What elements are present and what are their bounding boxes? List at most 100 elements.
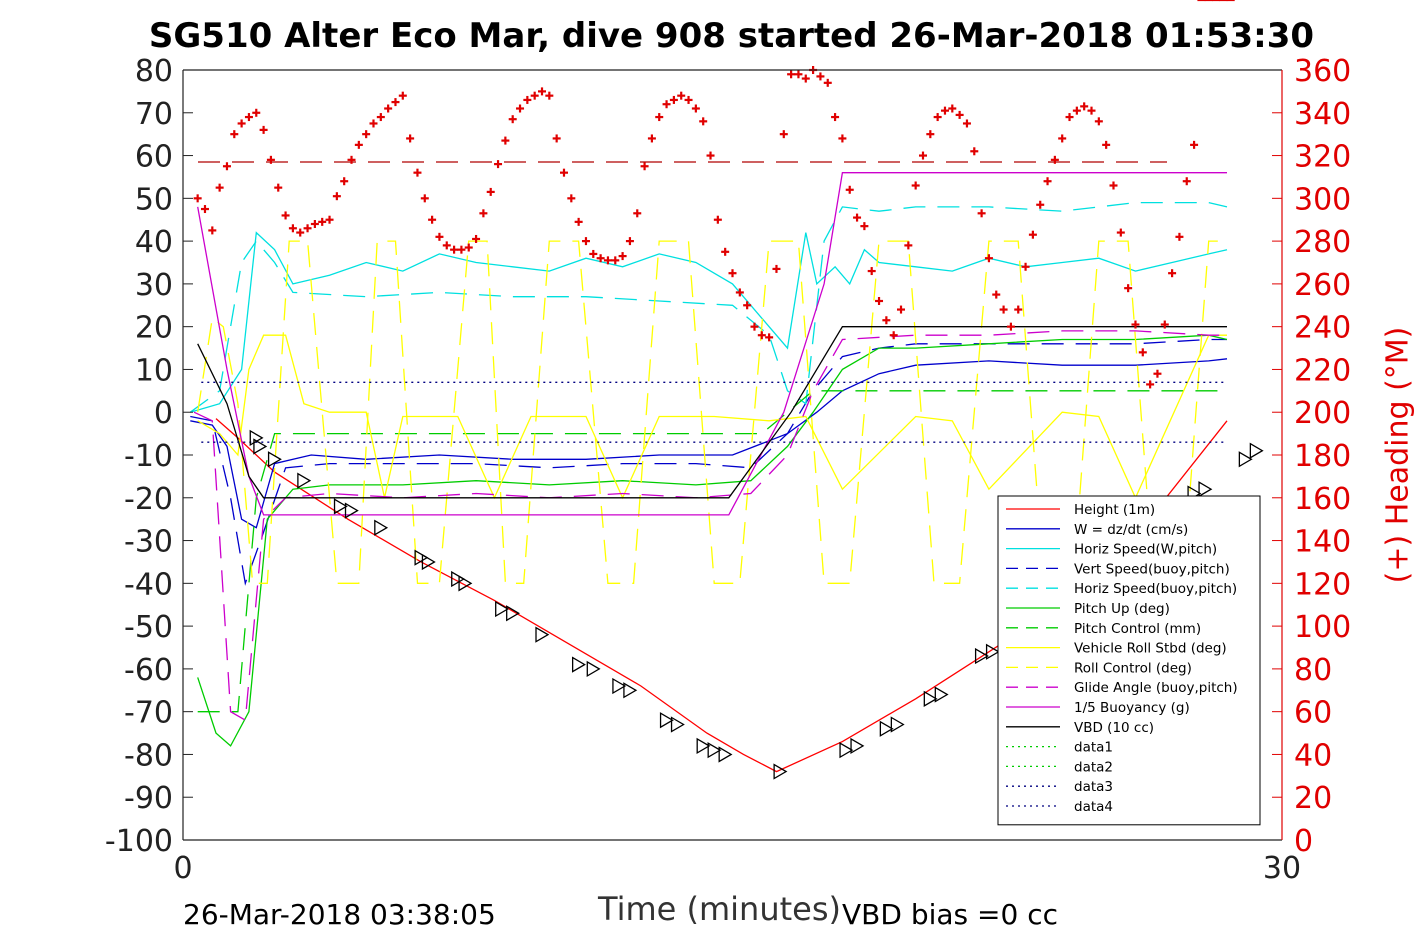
heading-point — [332, 192, 341, 201]
heading-point — [420, 194, 429, 203]
right-axis-label: (+) Heading (°M) — [1380, 326, 1416, 584]
heading-point — [208, 226, 217, 235]
heading-point — [457, 245, 466, 254]
heading-point — [721, 247, 730, 256]
chart-title: SG510 Alter Eco Mar, dive 908 started 26… — [148, 16, 1315, 56]
heading-point — [266, 155, 275, 164]
heading-point — [860, 222, 869, 231]
x-tick-label: 0 — [173, 851, 192, 886]
heading-point — [1087, 106, 1096, 115]
legend-label: data4 — [1074, 799, 1113, 815]
heading-point — [545, 91, 554, 100]
depth-marker — [670, 716, 685, 733]
legend-label: Vehicle Roll Stbd (deg) — [1074, 641, 1227, 657]
heading-point — [787, 70, 796, 79]
heading-point — [794, 70, 803, 79]
depth-marker — [850, 737, 865, 755]
heading-point — [1102, 140, 1111, 149]
heading-point — [831, 113, 840, 122]
heading-point — [354, 140, 363, 149]
right-tick-label: 140 — [1294, 525, 1351, 560]
depth-marker — [253, 438, 268, 455]
heading-point — [1050, 155, 1059, 164]
heading-point — [1138, 348, 1147, 357]
heading-point — [472, 234, 481, 243]
depth-marker — [612, 677, 627, 695]
heading-point — [538, 87, 547, 96]
heading-point — [977, 209, 986, 218]
depth-marker — [267, 451, 282, 468]
heading-point — [479, 209, 488, 218]
depth-marker — [707, 742, 722, 759]
heading-point — [933, 113, 942, 122]
heading-point — [362, 130, 371, 139]
heading-point — [369, 119, 378, 128]
left-tick-label: 80 — [135, 54, 173, 89]
series-line-4 — [189, 201, 1228, 413]
left-tick-label: -50 — [124, 610, 173, 645]
heading-point — [955, 110, 964, 119]
right-tick-label: 40 — [1294, 738, 1332, 773]
legend-label: Vert Speed(buoy,pitch) — [1074, 561, 1230, 577]
x-axis-label: Time (minutes) — [598, 890, 841, 928]
heading-point — [970, 147, 979, 156]
depth-marker — [458, 575, 473, 592]
left-tick-label: 30 — [135, 268, 173, 303]
heading-point — [625, 237, 634, 246]
series-line-8 — [197, 240, 1227, 584]
heading-point — [984, 254, 993, 263]
heading-point — [633, 209, 642, 218]
left-tick-label: -40 — [124, 567, 173, 602]
heading-point — [574, 217, 583, 226]
legend-label: Roll Control (deg) — [1074, 660, 1192, 676]
legend-label: data3 — [1074, 779, 1113, 795]
right-tick-label: 300 — [1294, 182, 1351, 217]
heading-point — [647, 134, 656, 143]
heading-point — [838, 134, 847, 143]
heading-point — [897, 305, 906, 314]
left-tick-label: -100 — [105, 824, 173, 859]
series-line-1 — [190, 358, 1228, 529]
heading-point — [816, 72, 825, 81]
depth-marker — [623, 682, 638, 699]
heading-point — [779, 130, 788, 139]
heading-point — [252, 108, 261, 117]
depth-marker — [571, 656, 586, 673]
right-tick-label: 240 — [1294, 311, 1351, 346]
heading-point — [882, 316, 891, 325]
left-tick-label: 70 — [135, 97, 173, 132]
left-tick-label: -60 — [124, 653, 173, 688]
heading-point — [757, 331, 766, 340]
heading-point — [274, 183, 283, 192]
legend-label: data1 — [1074, 740, 1113, 756]
heading-point — [1014, 305, 1023, 314]
heading-point — [428, 215, 437, 224]
heading-point — [992, 290, 1001, 299]
heading-point — [391, 98, 400, 107]
heading-point — [948, 104, 957, 113]
depth-marker — [451, 570, 466, 588]
heading-point — [406, 134, 415, 143]
legend-label: Horiz Speed(buoy,pitch) — [1074, 581, 1237, 597]
heading-point — [596, 254, 605, 263]
heading-point — [288, 224, 297, 233]
depth-marker — [421, 553, 436, 571]
legend-label: W = dz/dt (cm/s) — [1074, 522, 1188, 538]
heading-point — [1028, 230, 1037, 239]
legend-label: Height (1m) — [1074, 502, 1155, 518]
heading-point — [1080, 102, 1089, 111]
footer-timestamp: 26-Mar-2018 03:38:05 — [183, 898, 496, 931]
heading-point — [1036, 200, 1045, 209]
legend-label: Glide Angle (buoy,pitch) — [1074, 680, 1238, 696]
heading-point — [662, 100, 671, 109]
heading-point — [743, 301, 752, 310]
heading-point — [618, 252, 627, 261]
right-tick-label: 260 — [1294, 268, 1351, 303]
heading-point — [237, 119, 246, 128]
legend: Height (1m) W = dz/dt (cm/s) Horiz Speed(W… — [997, 495, 1261, 826]
heading-point — [611, 256, 620, 265]
left-tick-label: 40 — [135, 225, 173, 260]
depth-marker — [374, 519, 389, 536]
left-tick-label: 10 — [135, 353, 173, 388]
heading-point — [303, 224, 312, 233]
